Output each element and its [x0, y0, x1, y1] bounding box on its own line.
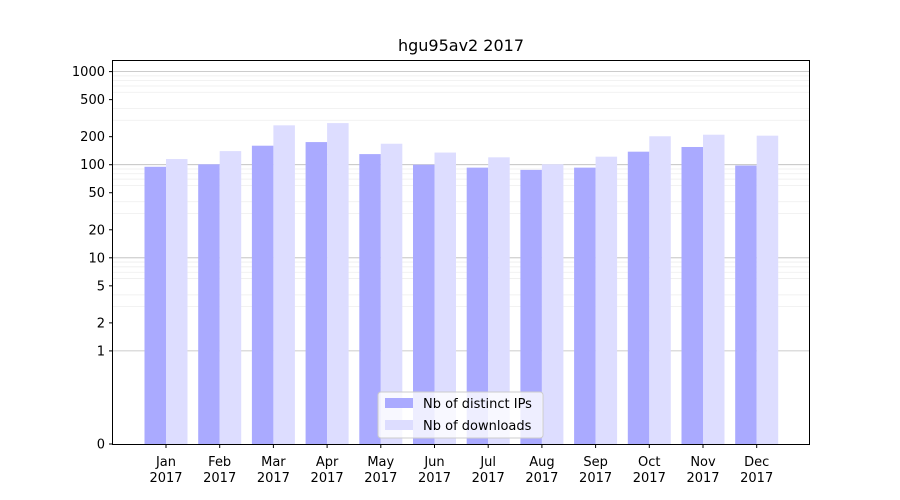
y-tick-label: 0: [97, 438, 105, 453]
x-tick-label: Dec 2017: [740, 455, 773, 486]
x-axis: Jan 2017 Feb 2017 Mar 2017 Apr 2017 May 2017 Jun 20…: [149, 444, 773, 486]
bar-downloads: [327, 123, 349, 445]
bar-downloads: [488, 157, 510, 445]
y-tick-label: 50: [88, 186, 105, 201]
bars-layer: [144, 123, 779, 445]
x-tick-label: Mar 2017: [257, 455, 290, 486]
bar-distinct-ips: [251, 145, 274, 444]
y-axis: 0 1 2 5 10 20 50 100 200 500 1000: [72, 65, 113, 453]
bar-downloads: [434, 152, 456, 444]
x-tick-label: Nov 2017: [686, 455, 719, 486]
bar-distinct-ips: [681, 146, 703, 444]
y-tick-label: 2: [97, 316, 105, 331]
y-tick-label: 1000: [72, 65, 105, 80]
bar-distinct-ips: [305, 142, 328, 444]
legend-label-ips: Nb of distinct IPs: [423, 397, 532, 412]
bar-downloads: [273, 125, 295, 444]
y-tick-label: 100: [80, 158, 105, 173]
x-tick-label: Jun 2017: [418, 455, 451, 486]
y-tick-label: 5: [97, 279, 105, 294]
bar-downloads: [166, 159, 188, 444]
x-tick-label: May 2017: [364, 455, 397, 486]
bar-downloads: [595, 156, 618, 444]
x-tick-label: Apr 2017: [311, 455, 344, 486]
bar-downloads: [219, 151, 242, 445]
legend-label-downloads: Nb of downloads: [423, 419, 532, 434]
bar-distinct-ips: [413, 164, 435, 444]
plot-frame: [112, 60, 810, 445]
bar-downloads: [703, 134, 725, 444]
bar-downloads: [649, 136, 671, 444]
legend-swatch-ips: [385, 398, 413, 408]
legend-box: [377, 391, 544, 439]
chart-title: hgu95av2 2017: [398, 36, 524, 55]
x-tick-label: Jul 2017: [472, 455, 505, 486]
bar-distinct-ips: [574, 167, 596, 444]
bar-distinct-ips: [144, 166, 166, 444]
x-tick-label: Sep 2017: [579, 455, 612, 486]
bar-downloads: [380, 143, 403, 444]
bar-distinct-ips: [735, 165, 757, 444]
y-tick-label: 200: [80, 130, 105, 145]
bar-distinct-ips: [520, 169, 542, 444]
bar-distinct-ips: [359, 154, 381, 444]
x-tick-label: Oct 2017: [633, 455, 666, 486]
x-tick-label: Feb 2017: [203, 455, 236, 486]
legend-swatch-downloads: [385, 420, 413, 430]
x-tick-label: Aug 2017: [525, 455, 558, 486]
bar-distinct-ips: [466, 167, 489, 444]
y-tick-label: 500: [80, 93, 105, 108]
bar-downloads: [541, 164, 564, 444]
bar-distinct-ips: [198, 164, 220, 444]
legend: Nb of distinct IPs Nb of downloads: [377, 391, 544, 439]
y-tick-label: 1: [97, 344, 105, 359]
y-tick-label: 10: [88, 251, 105, 266]
bar-downloads: [756, 135, 779, 444]
x-tick-label: Jan 2017: [149, 455, 182, 486]
y-tick-label: 20: [88, 223, 105, 238]
bar-distinct-ips: [627, 151, 650, 444]
